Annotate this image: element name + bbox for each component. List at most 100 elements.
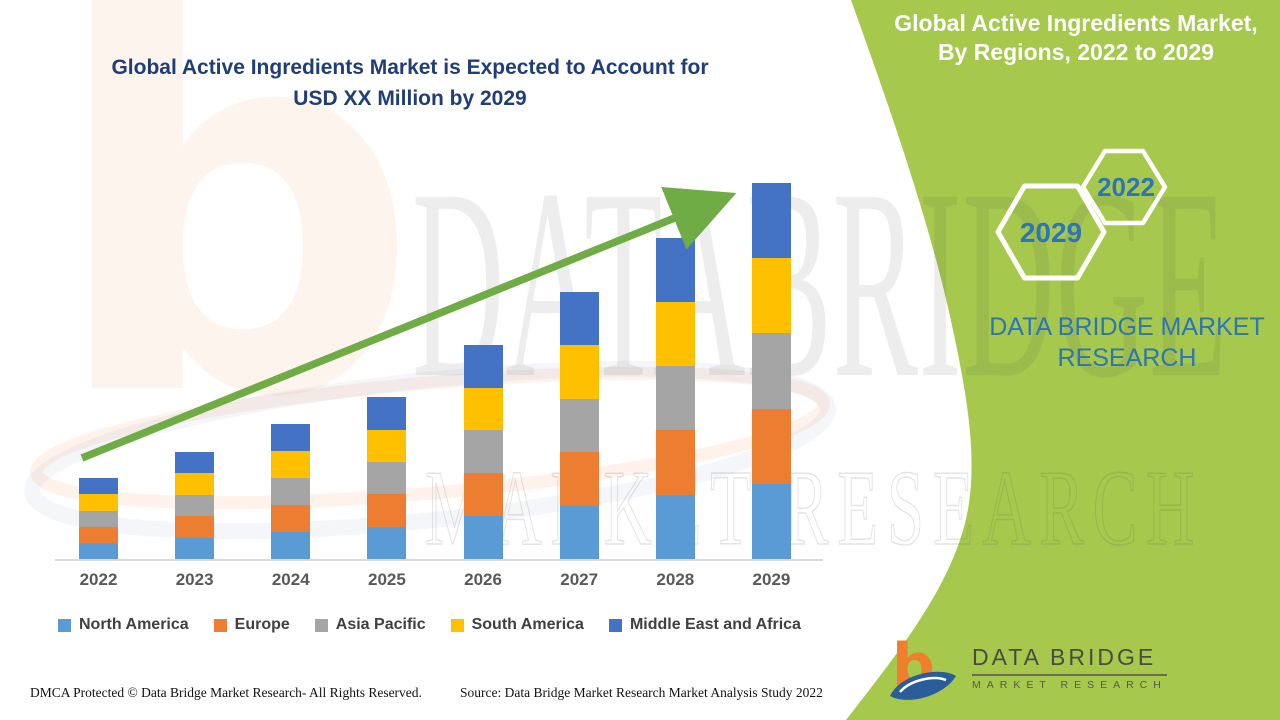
company-logo: b DATA BRIDGE MARKET RESEARCH	[886, 630, 1167, 704]
x-axis-label: 2023	[175, 570, 214, 589]
bar-segment-middle-east-and-africa	[367, 397, 407, 430]
brand-caption-line2: RESEARCH	[1057, 344, 1197, 372]
legend-swatch	[58, 618, 71, 632]
panel-title: Global Active Ingredients Market, By Reg…	[880, 9, 1272, 67]
bar-segment-asia-pacific	[655, 366, 695, 431]
bar-segment-middle-east-and-africa	[79, 478, 118, 495]
bar-segment-south-america	[79, 494, 118, 511]
bar-2022	[79, 478, 118, 559]
legend-label: Europe	[234, 616, 290, 633]
legend-label: Asia Pacific	[335, 616, 426, 633]
bar-segment-asia-pacific	[463, 430, 503, 474]
legend-item-middle-east-and-africa: Middle East and Africa	[608, 616, 801, 634]
bar-segment-south-america	[175, 473, 215, 495]
bar-segment-north-america	[79, 542, 118, 559]
legend-item-europe: Europe	[213, 616, 290, 634]
bar-2024	[271, 423, 311, 559]
bar-2028	[655, 237, 695, 559]
bar-segment-south-america	[559, 345, 599, 399]
brand-caption-line1: DATA BRIDGE MARKET	[989, 313, 1265, 341]
bar-segment-europe	[367, 494, 407, 527]
x-axis-label: 2026	[464, 570, 502, 589]
hexagon-label-2029: 2029	[1019, 217, 1083, 248]
hexagon-label-2022: 2022	[1097, 172, 1155, 202]
bar-segment-north-america	[175, 537, 215, 559]
legend-label: South America	[471, 616, 584, 633]
bar-2027	[559, 292, 599, 559]
bar-segment-asia-pacific	[367, 462, 407, 495]
bar-segment-europe	[175, 516, 215, 538]
bar-segment-north-america	[367, 526, 407, 559]
bar-segment-asia-pacific	[559, 398, 599, 453]
legend: North America Europe Asia Pacific South Ame…	[58, 616, 824, 634]
bar-segment-europe	[655, 430, 695, 495]
bar-segment-middle-east-and-africa	[271, 423, 311, 451]
hexagon-decoration	[995, 148, 1168, 281]
bar-segment-north-america	[463, 516, 503, 559]
page-title-line2: USD XX Million by 2029	[293, 87, 527, 110]
x-axis-label: 2028	[656, 570, 695, 589]
bar-segment-asia-pacific	[271, 477, 311, 505]
bar-segment-middle-east-and-africa	[559, 292, 599, 346]
x-axis-label: 2024	[271, 570, 310, 589]
bar-segment-middle-east-and-africa	[463, 344, 503, 388]
trend-arrow	[80, 187, 737, 462]
panel-title-line1: Global Active Ingredients Market,	[894, 10, 1258, 36]
watermark-text-row2: MARKET RESEARCH	[425, 449, 1204, 568]
company-logo-subtitle: MARKET RESEARCH	[972, 679, 1167, 691]
legend-swatch	[213, 618, 227, 632]
x-axis-line	[55, 559, 823, 561]
x-axis-label: 2029	[752, 570, 791, 589]
legend-item-north-america: North America	[58, 616, 189, 634]
legend-label: North America	[79, 616, 189, 633]
bar-segment-europe	[559, 452, 599, 506]
bar-2025	[367, 397, 407, 559]
bar-segment-europe	[79, 526, 118, 543]
bar-segment-asia-pacific	[175, 494, 215, 517]
bar-2026	[463, 344, 503, 559]
bar-segment-asia-pacific	[751, 333, 791, 409]
company-logo-icon: b	[890, 631, 956, 701]
x-axis-label: 2025	[367, 570, 406, 589]
bar-segment-europe	[271, 504, 311, 532]
bar-segment-north-america	[655, 494, 695, 559]
company-logo-name: DATA BRIDGE	[972, 644, 1167, 676]
hexagon-2022	[1080, 148, 1168, 226]
bar-segment-south-america	[367, 429, 407, 463]
bar-2023	[175, 451, 215, 559]
bar-segment-north-america	[559, 505, 599, 559]
bar-segment-middle-east-and-africa	[751, 183, 791, 259]
bar-segment-north-america	[271, 531, 311, 559]
page-title: Global Active Ingredients Market is Expe…	[70, 52, 750, 114]
footer-source-text: Source: Data Bridge Market Research Mark…	[460, 685, 823, 700]
brand-caption: DATA BRIDGE MARKET RESEARCH	[988, 312, 1266, 374]
bar-segment-middle-east-and-africa	[175, 451, 215, 474]
legend-swatch	[450, 618, 464, 632]
bar-segment-south-america	[463, 387, 503, 431]
bar-segment-south-america	[751, 258, 791, 334]
bar-segment-asia-pacific	[79, 510, 118, 527]
x-axis-label: 2022	[79, 570, 118, 589]
footer-dmca-text: DMCA Protected © Data Bridge Market Rese…	[30, 685, 422, 700]
bar-segment-south-america	[271, 450, 311, 478]
bar-segment-north-america	[751, 483, 791, 559]
company-logo-text: DATA BRIDGE MARKET RESEARCH	[972, 644, 1167, 691]
bar-segment-europe	[751, 408, 791, 484]
bar-segment-europe	[463, 473, 503, 517]
hexagon-2029	[995, 183, 1107, 281]
watermark-text-row1: DATABRIDGE	[412, 133, 1228, 434]
x-axis-label: 2027	[560, 570, 599, 589]
panel-title-line2: By Regions, 2022 to 2029	[937, 39, 1215, 65]
legend-item-south-america: South America	[450, 616, 584, 634]
bar-2029	[751, 183, 791, 559]
watermark-logo-letter: b	[48, 0, 421, 511]
stacked-bar-chart: 2022 2023 2024 2025 2026 2027 2028 2029	[55, 140, 825, 600]
legend-item-asia-pacific: Asia Pacific	[314, 616, 426, 634]
legend-swatch	[314, 618, 328, 632]
bar-segment-south-america	[655, 301, 695, 367]
page-title-line1: Global Active Ingredients Market is Expe…	[111, 56, 709, 79]
legend-swatch	[608, 618, 622, 632]
